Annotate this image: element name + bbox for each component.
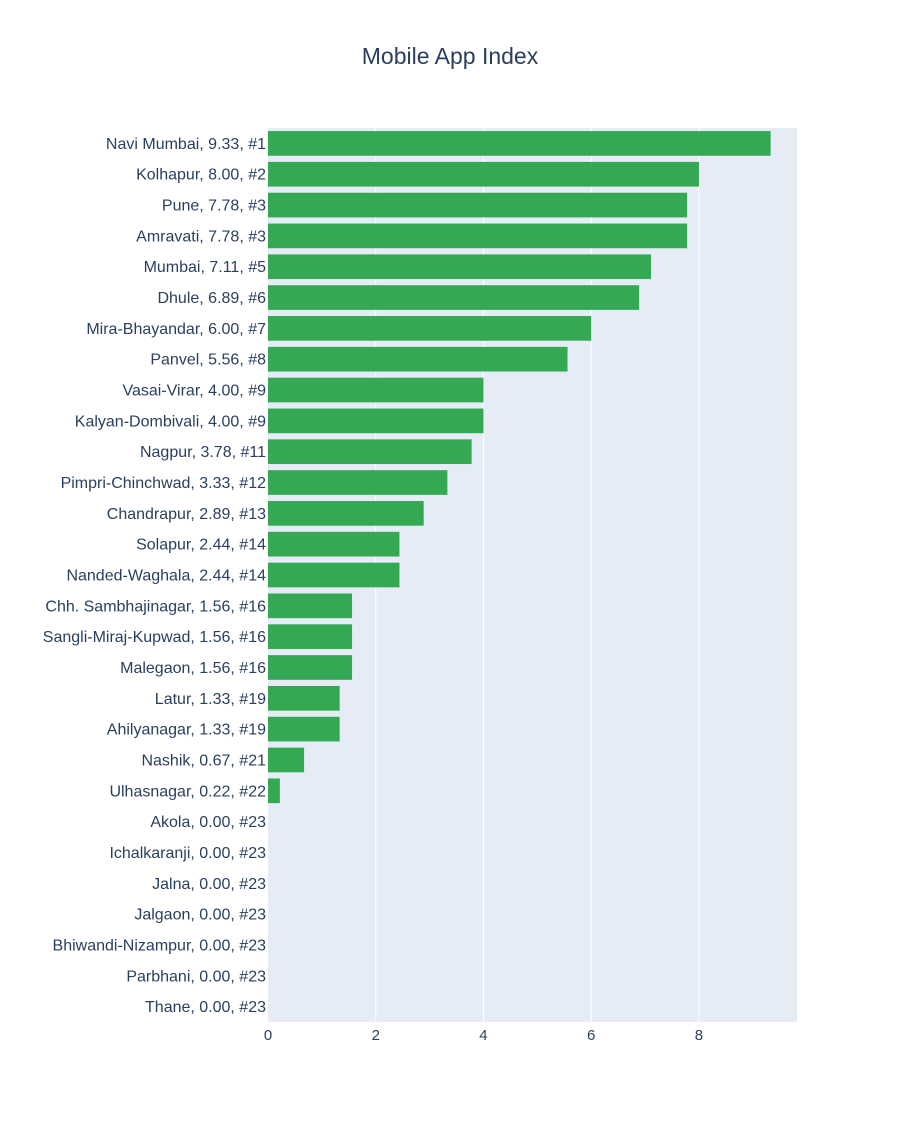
bar (268, 161, 699, 187)
y-tick-label: Mira-Bhayandar, 6.00, #7 (86, 321, 266, 338)
x-tick-label: 0 (264, 1027, 272, 1044)
bar (268, 655, 353, 680)
bar (268, 470, 448, 495)
bar (268, 501, 424, 526)
bar (268, 408, 484, 434)
y-tick-label: Vasai-Virar, 4.00, #9 (123, 383, 267, 400)
x-tick-label: 2 (372, 1027, 380, 1044)
y-tick-label: Dhule, 6.89, #6 (157, 290, 266, 307)
bar (268, 285, 640, 310)
y-tick-label: Nashik, 0.67, #21 (141, 752, 266, 769)
x-axis-ticks: 0 2 4 6 8 (264, 1027, 703, 1044)
bar (268, 254, 652, 280)
y-tick-label: Thane, 0.00, #23 (145, 999, 266, 1016)
bar (268, 624, 353, 649)
y-tick-label: Jalna, 0.00, #23 (152, 876, 266, 893)
y-tick-label: Chh. Sambhajinagar, 1.56, #16 (45, 598, 266, 615)
y-tick-label: Latur, 1.33, #19 (155, 691, 266, 708)
y-tick-label: Parbhani, 0.00, #23 (126, 968, 266, 985)
y-tick-label: Malegaon, 1.56, #16 (120, 660, 266, 677)
y-tick-label: Amravati, 7.78, #3 (136, 228, 266, 245)
bar (268, 747, 305, 773)
bar (268, 716, 340, 742)
y-tick-label: Pune, 7.78, #3 (162, 198, 266, 215)
y-tick-label: Mumbai, 7.11, #5 (144, 259, 267, 276)
chart-title: Mobile App Index (362, 43, 539, 69)
bar (268, 439, 472, 465)
y-tick-label: Nagpur, 3.78, #11 (140, 444, 266, 461)
y-tick-label: Jalgaon, 0.00, #23 (134, 907, 266, 924)
y-tick-label: Kolhapur, 8.00, #2 (136, 167, 266, 184)
bar (268, 562, 400, 588)
bar (268, 531, 400, 557)
y-tick-label: Akola, 0.00, #23 (150, 814, 266, 831)
y-tick-label: Sangli-Miraj-Kupwad, 1.56, #16 (43, 629, 266, 646)
y-tick-label: Navi Mumbai, 9.33, #1 (106, 136, 266, 153)
x-tick-label: 8 (695, 1027, 703, 1044)
bar (268, 316, 592, 341)
y-tick-label: Nanded-Waghala, 2.44, #14 (66, 568, 266, 585)
bar (268, 593, 353, 619)
y-tick-label: Ulhasnagar, 0.22, #22 (109, 783, 266, 800)
bar (268, 223, 688, 249)
y-tick-label: Kalyan-Dombivali, 4.00, #9 (75, 413, 266, 430)
bar (268, 377, 484, 403)
bar (268, 192, 688, 218)
x-tick-label: 6 (587, 1027, 595, 1044)
y-tick-label: Chandrapur, 2.89, #13 (107, 506, 266, 523)
bar (268, 346, 568, 372)
y-tick-label: Ichalkaranji, 0.00, #23 (109, 845, 266, 862)
bars (268, 131, 771, 804)
y-tick-label: Panvel, 5.56, #8 (150, 352, 266, 369)
y-axis-labels: Navi Mumbai, 9.33, #1 Kolhapur, 8.00, #2 P… (43, 136, 266, 1016)
bar (268, 778, 280, 804)
y-tick-label: Pimpri-Chinchwad, 3.33, #12 (61, 475, 267, 492)
bar (268, 685, 340, 711)
x-tick-label: 4 (479, 1027, 487, 1044)
y-tick-label: Bhiwandi-Nizampur, 0.00, #23 (53, 937, 267, 954)
bar (268, 131, 771, 156)
y-tick-label: Solapur, 2.44, #14 (136, 537, 266, 554)
y-tick-label: Ahilyanagar, 1.33, #19 (107, 722, 266, 739)
